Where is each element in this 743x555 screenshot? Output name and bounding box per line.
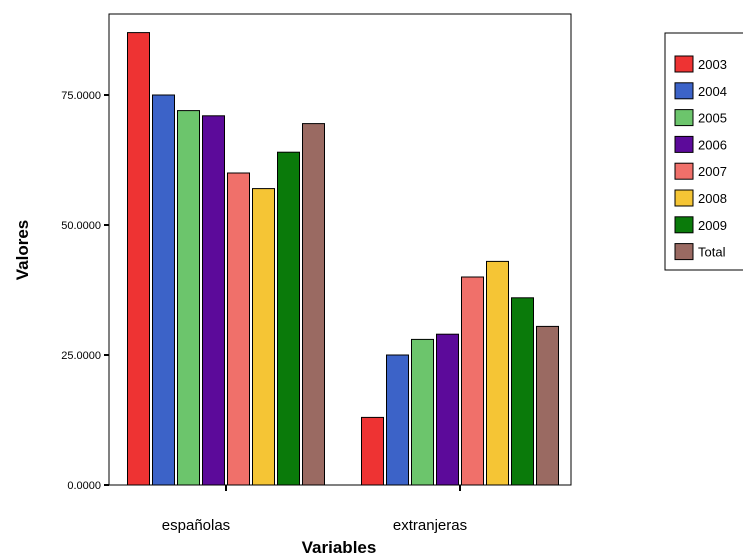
bar	[361, 416, 384, 486]
legend-swatch	[674, 82, 694, 100]
legend-swatch	[674, 162, 694, 180]
bar	[386, 354, 409, 486]
y-tick-label: 0.0000	[67, 480, 101, 492]
bar	[536, 325, 559, 486]
y-tick-label: 50.0000	[61, 220, 101, 232]
bar	[511, 297, 534, 486]
legend-label: 2005	[698, 111, 727, 126]
legend-label: Total	[698, 245, 726, 260]
legend-swatch	[674, 243, 694, 261]
legend-label: 2006	[698, 137, 727, 152]
legend-label: 2008	[698, 191, 727, 206]
legend-swatch	[674, 216, 694, 234]
bar	[411, 338, 434, 486]
x-axis: españolas extranjeras	[162, 485, 467, 534]
bar	[152, 94, 175, 486]
bar	[302, 123, 325, 486]
bar	[461, 276, 484, 486]
bar	[252, 188, 275, 486]
y-tick-label: 75.0000	[61, 90, 101, 102]
legend-swatch	[674, 109, 694, 127]
bar	[486, 260, 509, 486]
legend-swatch	[674, 55, 694, 73]
bar	[436, 333, 459, 486]
bar	[227, 172, 250, 486]
x-tick-label: extranjeras	[393, 517, 467, 534]
legend-swatch	[674, 189, 694, 207]
bar	[177, 110, 200, 486]
y-tick-label: 25.0000	[61, 350, 101, 362]
y-axis: 0.0000 25.0000 50.0000 75.0000	[61, 90, 109, 492]
bars-layer	[127, 32, 559, 486]
legend-label: 2004	[698, 84, 727, 99]
bar	[202, 115, 225, 486]
legend-swatch	[674, 135, 694, 153]
legend-label: 2003	[698, 57, 727, 72]
bar	[277, 151, 300, 486]
y-axis-title: Valores	[13, 220, 32, 281]
legend: 2003 2004 2005 2006 2007 2008 2009 Total	[664, 32, 743, 271]
bar	[127, 32, 150, 486]
x-axis-title: Variables	[302, 538, 377, 555]
legend-label: 2009	[698, 218, 727, 233]
legend-label: 2007	[698, 164, 727, 179]
x-tick-label: españolas	[162, 517, 230, 534]
